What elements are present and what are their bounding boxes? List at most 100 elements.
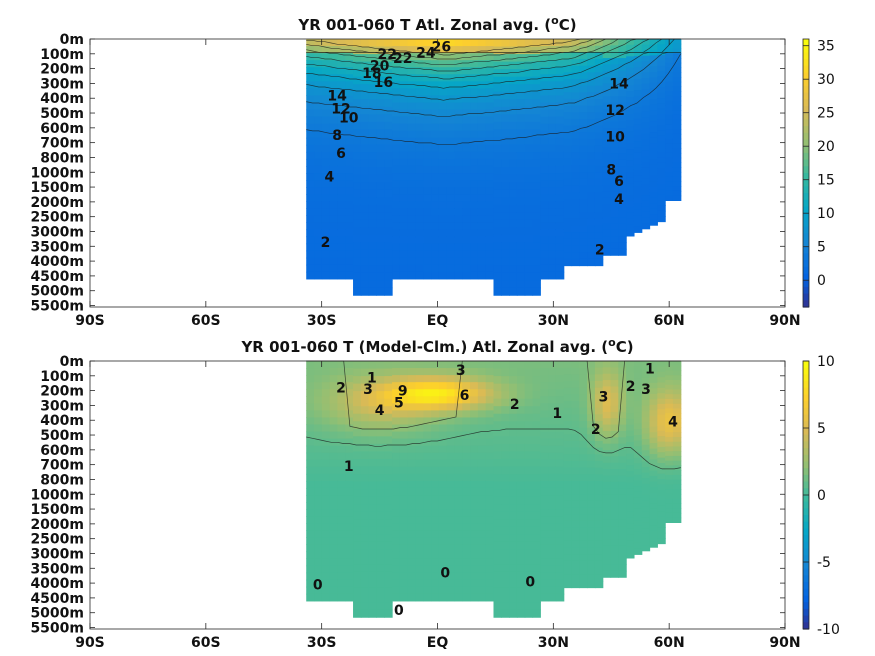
contour-label: 10 xyxy=(339,111,359,127)
y-tick-label: 3500m xyxy=(30,561,84,577)
contour-label: 20 xyxy=(370,59,390,75)
y-tick-label: 3000m xyxy=(30,224,84,240)
chart-title-sup: o xyxy=(551,14,559,27)
y-tick-label: 500m xyxy=(40,428,84,444)
contour-line xyxy=(306,38,681,65)
x-tick-label: 90S xyxy=(75,313,105,329)
colorbar-tick-label: 10 xyxy=(817,206,835,222)
y-tick-label: 400m xyxy=(40,413,84,429)
x-tick-label: 60S xyxy=(191,313,221,329)
contour-label: 12 xyxy=(605,103,624,119)
y-tick-label: 5000m xyxy=(30,606,84,622)
x-tick-label: 60N xyxy=(654,313,685,329)
contour-line xyxy=(306,428,681,470)
y-tick-label: 700m xyxy=(40,458,84,474)
y-tick-label: 5000m xyxy=(30,284,84,300)
y-tick-label: 0m xyxy=(60,354,84,370)
contour-label: 18 xyxy=(362,66,381,82)
contour-label: 14 xyxy=(327,88,347,104)
x-tick-label: 30S xyxy=(307,635,337,651)
contour-label: 8 xyxy=(332,128,342,144)
x-tick-label: 90S xyxy=(75,635,105,651)
y-tick-label: 800m xyxy=(40,472,84,488)
chart-title-main: YR 001-060 T Atl. Zonal avg. ( xyxy=(297,16,551,34)
y-tick-label: 700m xyxy=(40,136,84,152)
colorbar-tick-label: 15 xyxy=(817,173,835,189)
contour-label: 2 xyxy=(591,422,601,438)
y-tick-label: 5500m xyxy=(30,621,84,637)
contour-label: 2 xyxy=(626,379,636,395)
y-tick-label: 200m xyxy=(40,384,84,400)
colorbar: 10 5 0 -5 -10 xyxy=(802,354,840,638)
y-tick-label: 4000m xyxy=(30,254,84,270)
contour-label: 24 xyxy=(416,45,436,61)
chart-title-end: C) xyxy=(616,338,634,356)
y-tick-label: 2000m xyxy=(30,195,84,211)
contour-label: 22 xyxy=(393,51,412,67)
colorbar-tick-label: 5 xyxy=(817,421,826,437)
colorbar-tick-label: 10 xyxy=(817,354,835,370)
y-tick-label: 100m xyxy=(40,369,84,385)
contour-label: 22 xyxy=(378,47,397,63)
colorbar-tick-label: 30 xyxy=(817,72,835,88)
y-tick-label: 1500m xyxy=(30,180,84,196)
y-tick-label: 1500m xyxy=(30,502,84,518)
field-shading xyxy=(306,361,682,618)
contour-label: 9 xyxy=(398,384,408,400)
colorbar-tick-label: 20 xyxy=(817,139,835,155)
contour-line xyxy=(306,38,681,72)
contour-lines xyxy=(306,38,682,145)
y-tick-label: 300m xyxy=(40,76,84,92)
x-tick-label: 90N xyxy=(769,313,800,329)
contour-label: 6 xyxy=(336,146,346,162)
field-shading xyxy=(306,39,682,296)
y-tick-label: 800m xyxy=(40,150,84,166)
y-tick-label: 3000m xyxy=(30,546,84,562)
y-tick-label: 2500m xyxy=(30,210,84,226)
contour-label: 4 xyxy=(325,170,335,186)
contour-label: 12 xyxy=(331,102,350,118)
y-tick-label: 4000m xyxy=(30,576,84,592)
y-tick-label: 1000m xyxy=(30,487,84,503)
colorbar-tick-label: 5 xyxy=(817,240,826,256)
contour-label: 5 xyxy=(394,396,404,412)
x-tick-label: 30N xyxy=(538,313,569,329)
contour-label: 26 xyxy=(432,39,451,55)
contour-line xyxy=(306,51,681,117)
colorbar-tick-label: 25 xyxy=(817,106,835,122)
chart-title-main: YR 001-060 T (Model-Clm.) Atl. Zonal avg… xyxy=(240,338,608,356)
y-tick-label: 5500m xyxy=(30,299,84,315)
contour-label: 1 xyxy=(367,370,377,386)
contour-line xyxy=(306,51,681,101)
contour-line xyxy=(306,53,682,145)
y-tick-label: 500m xyxy=(40,106,84,122)
colorbar-tick-label: 0 xyxy=(817,488,826,504)
contour-label: 4 xyxy=(614,192,624,208)
contour-label: 0 xyxy=(525,575,535,591)
contour-label: 14 xyxy=(609,76,629,92)
contour-label: 1 xyxy=(344,459,354,475)
y-tick-label: 600m xyxy=(40,121,84,137)
contour-label: 0 xyxy=(394,603,404,619)
contour-label: 3 xyxy=(456,363,466,379)
x-tick-label: EQ xyxy=(427,313,449,329)
y-tick-label: 300m xyxy=(40,398,84,414)
chart-title-end: C) xyxy=(559,16,577,34)
colorbar-tick-label: -5 xyxy=(817,555,831,571)
contour-label: 6 xyxy=(614,174,624,190)
x-tick-label: 60N xyxy=(654,635,685,651)
contour-label: 3 xyxy=(363,382,373,398)
x-tick-label: 60S xyxy=(191,635,221,651)
contour-label: 2 xyxy=(321,235,331,251)
y-tick-label: 600m xyxy=(40,443,84,459)
contour-label: 3 xyxy=(641,382,651,398)
y-tick-label: 100m xyxy=(40,47,84,63)
y-tick-label: 4500m xyxy=(30,269,84,285)
contour-label: 6 xyxy=(460,388,470,404)
contour-label: 1 xyxy=(645,361,655,377)
contour-label: 2 xyxy=(595,242,605,258)
y-tick-label: 2500m xyxy=(30,532,84,548)
